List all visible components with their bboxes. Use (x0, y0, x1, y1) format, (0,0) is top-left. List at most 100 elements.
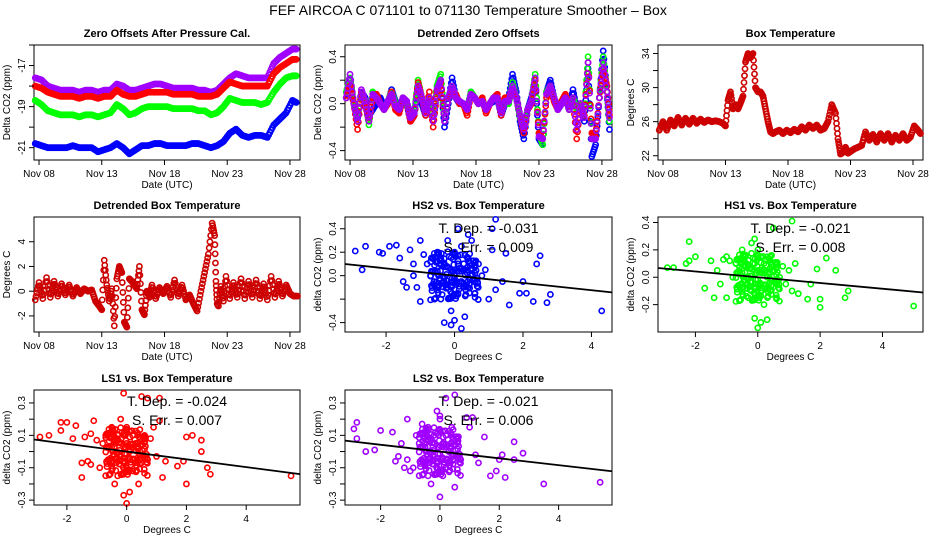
data-point (716, 280, 724, 288)
data-point (116, 457, 124, 465)
data-point (375, 248, 383, 256)
regression-line (344, 263, 613, 294)
data-point (763, 285, 771, 293)
data-point (727, 88, 734, 96)
x-tick-label: 2 (520, 341, 526, 352)
data-point (741, 72, 748, 80)
data-point (584, 59, 592, 67)
data-point (422, 109, 430, 117)
panel-title: Zero Offsets After Pressure Cal. (84, 28, 250, 40)
data-point (36, 433, 44, 441)
data-point (40, 291, 47, 298)
data-point (120, 389, 128, 397)
x-tick-label: Nov 28 (274, 341, 306, 352)
data-point (427, 258, 435, 266)
data-point (249, 290, 257, 298)
data-point (751, 77, 759, 85)
data-point (171, 276, 178, 284)
data-point (804, 295, 812, 303)
data-point (533, 260, 541, 268)
data-point (485, 295, 493, 303)
annotation-text: S. Err. = 0.009 (444, 239, 534, 255)
data-point (510, 438, 518, 446)
data-point (429, 123, 437, 131)
data-point (498, 451, 506, 459)
data-point (106, 470, 114, 478)
y-tick-label: 0.0 (641, 270, 652, 284)
data-point (112, 284, 120, 292)
data-point (771, 258, 779, 266)
data-point (534, 106, 541, 113)
data-point (443, 281, 450, 289)
data-point (404, 101, 411, 109)
data-point (118, 269, 126, 277)
data-point (193, 307, 201, 315)
x-tick-label: Nov 23 (523, 169, 555, 180)
annotation-text: S. Err. = 0.006 (444, 412, 534, 428)
data-point (451, 483, 459, 491)
data-point (156, 394, 163, 402)
data-point (740, 85, 747, 93)
data-point (539, 135, 547, 143)
data-point (481, 266, 489, 274)
data-point (816, 295, 824, 303)
data-point (275, 277, 283, 285)
data-point (194, 303, 202, 311)
data-point (428, 282, 435, 290)
annotation-text: T. Dep. = -0.021 (438, 393, 538, 409)
data-point (112, 294, 120, 302)
data-point (534, 109, 541, 117)
data-point (747, 283, 754, 290)
data-point (183, 433, 190, 441)
annotation-text: T. Dep. = -0.031 (438, 220, 538, 236)
data-point (206, 238, 214, 246)
data-point (124, 304, 132, 312)
panel-title: Detrended Zero Offsets (417, 28, 539, 40)
data-point (136, 280, 144, 288)
data-point (596, 94, 603, 102)
data-point (733, 283, 741, 291)
data-point (57, 427, 65, 434)
data-point (397, 440, 405, 447)
x-tick-label: 2 (184, 514, 190, 525)
x-axis-label: Degrees C (455, 352, 503, 363)
data-point (741, 276, 748, 284)
data-point (416, 298, 424, 305)
data-point (252, 276, 260, 284)
data-point (119, 289, 127, 296)
data-point (87, 461, 95, 468)
data-point (362, 448, 370, 455)
x-tick-label: Nov 23 (835, 169, 867, 180)
data-point (794, 290, 802, 298)
data-point (63, 418, 71, 426)
x-axis-label: Date (UTC) (453, 180, 504, 191)
data-point (779, 262, 787, 270)
data-point (543, 299, 551, 307)
data-point (599, 47, 607, 55)
data-point (263, 293, 271, 301)
x-tick-label: -2 (382, 341, 391, 352)
data-point (465, 100, 473, 107)
data-point (701, 284, 709, 292)
data-point (132, 459, 139, 467)
data-point (445, 447, 453, 455)
data-point (57, 418, 65, 426)
data-point (461, 313, 469, 321)
data-point (379, 249, 387, 257)
y-tick-label: 0.1 (17, 428, 28, 442)
data-point (834, 135, 842, 143)
series-LS2 (342, 59, 613, 143)
data-point (142, 442, 149, 450)
data-point (217, 282, 225, 290)
data-point (440, 319, 448, 327)
data-point (464, 103, 472, 110)
data-point (450, 261, 458, 269)
data-point (596, 87, 604, 95)
data-point (788, 287, 796, 295)
data-point (99, 276, 107, 284)
data-point (757, 319, 765, 326)
x-tick-label: Nov 23 (211, 341, 243, 352)
data-point (103, 430, 110, 438)
data-point (747, 264, 755, 272)
data-points (655, 50, 924, 158)
